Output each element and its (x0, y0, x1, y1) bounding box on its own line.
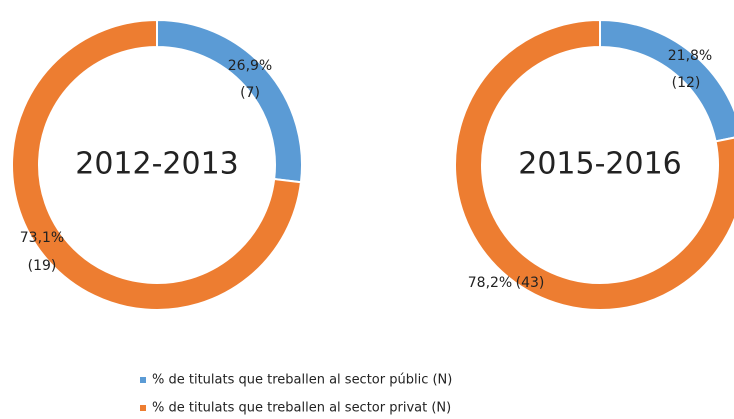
legend-marker (140, 377, 146, 383)
legend-label: % de titulats que treballen al sector pr… (152, 401, 451, 416)
chart-title: 2015-2016 (518, 147, 682, 182)
count-label: (7) (240, 85, 260, 101)
value-label: 73,1% (20, 230, 64, 246)
donut-segment (11, 18, 303, 311)
count-label: (43) (516, 275, 545, 291)
count-label: (12) (672, 75, 701, 91)
legend-label: % de titulats que treballen al sector pú… (152, 373, 452, 388)
value-label: 21,8% (668, 48, 712, 64)
chart-title: 2012-2013 (75, 147, 239, 182)
donut-segment (454, 18, 734, 311)
legend-marker (140, 405, 146, 411)
value-label: 78,2% (468, 275, 512, 291)
count-label: (19) (28, 258, 57, 274)
donut-segment (599, 18, 734, 143)
value-label: 26,9% (228, 58, 272, 74)
